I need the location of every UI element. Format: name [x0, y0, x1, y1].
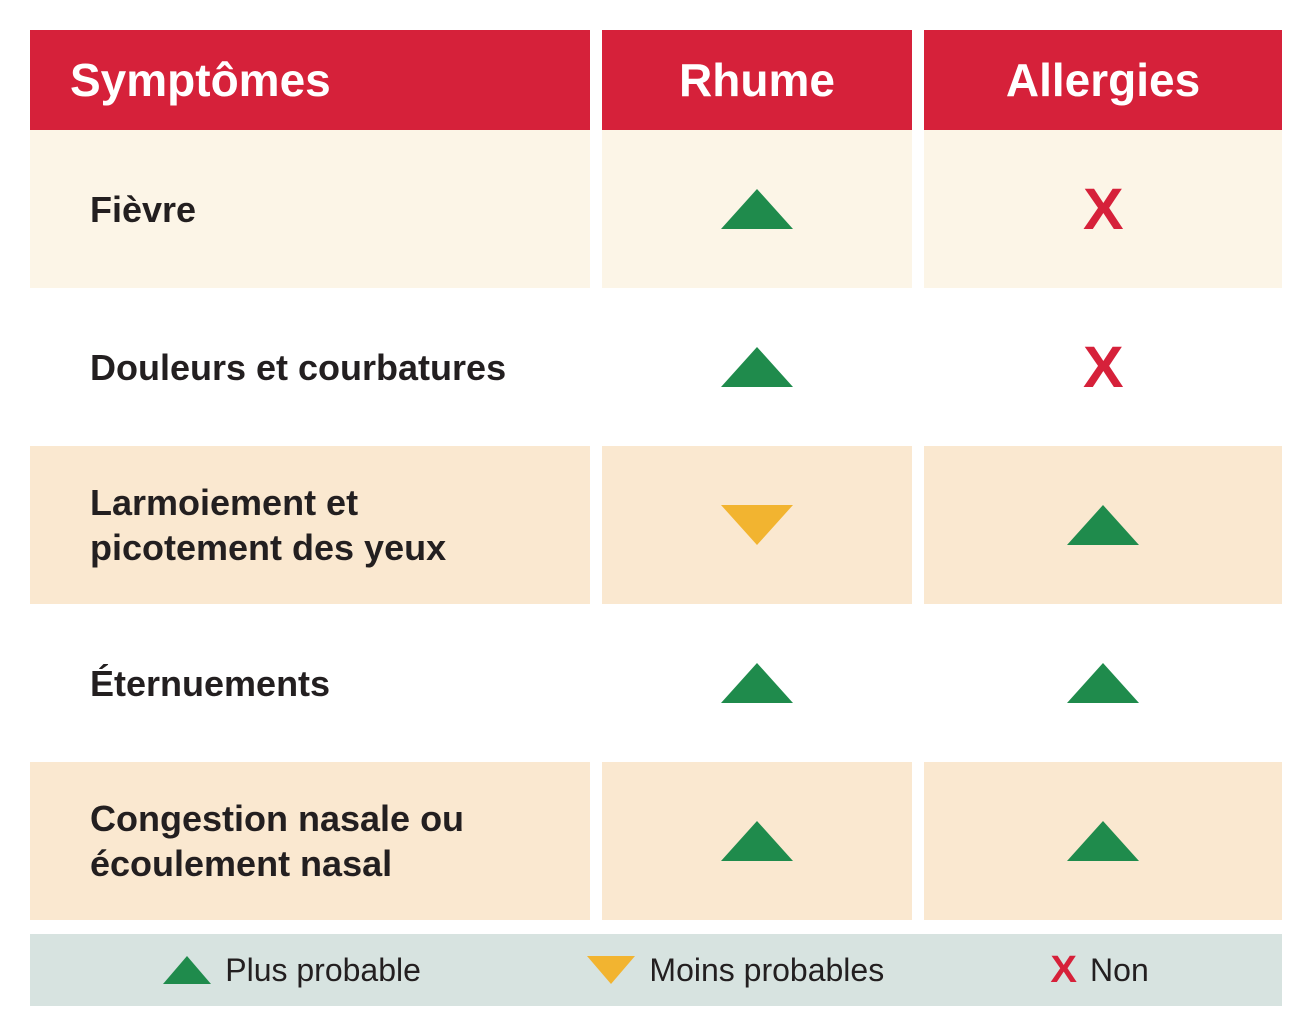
x-icon: X [1050, 949, 1077, 992]
table-row: Larmoiement et picotement des yeux [30, 446, 1282, 604]
table-row: Fièvre X [30, 130, 1282, 288]
triangle-down-icon [721, 505, 793, 545]
header-symptoms: Symptômes [30, 30, 590, 130]
legend-item-more: Plus probable [163, 952, 421, 989]
legend-more-label: Plus probable [225, 952, 421, 989]
legend-less-label: Moins probables [649, 952, 884, 989]
legend-item-no: X Non [1051, 949, 1149, 992]
header-col2-label: Allergies [1006, 53, 1200, 107]
legend-no-label: Non [1090, 952, 1149, 989]
triangle-up-icon [1067, 821, 1139, 861]
symptom-cell: Douleurs et courbatures [30, 288, 590, 446]
symptom-cell: Larmoiement et picotement des yeux [30, 446, 590, 604]
table-header-row: Symptômes Rhume Allergies [30, 30, 1282, 130]
table-row: Éternuements [30, 604, 1282, 762]
symptom-label: Douleurs et courbatures [90, 345, 506, 390]
x-icon: X [1083, 334, 1124, 401]
rhume-cell [602, 604, 912, 762]
symptom-label: Éternuements [90, 661, 330, 706]
rhume-cell [602, 130, 912, 288]
triangle-up-icon [163, 956, 211, 984]
triangle-up-icon [721, 663, 793, 703]
legend-item-less: Moins probables [587, 952, 884, 989]
triangle-up-icon [1067, 663, 1139, 703]
symptom-cell: Congestion nasale ou écoulement nasal [30, 762, 590, 920]
table-row: Douleurs et courbatures X [30, 288, 1282, 446]
symptom-label: Congestion nasale ou écoulement nasal [90, 796, 560, 886]
triangle-up-icon [721, 821, 793, 861]
allergies-cell: X [924, 288, 1282, 446]
header-symptoms-label: Symptômes [70, 53, 331, 107]
allergies-cell [924, 762, 1282, 920]
symptom-cell: Fièvre [30, 130, 590, 288]
legend: Plus probable Moins probables X Non [30, 934, 1282, 1006]
allergies-cell [924, 604, 1282, 762]
allergies-cell: X [924, 130, 1282, 288]
triangle-up-icon [1067, 505, 1139, 545]
triangle-up-icon [721, 189, 793, 229]
allergies-cell [924, 446, 1282, 604]
symptom-label: Fièvre [90, 187, 196, 232]
header-col1-label: Rhume [679, 53, 835, 107]
rhume-cell [602, 288, 912, 446]
symptom-label: Larmoiement et picotement des yeux [90, 480, 560, 570]
symptom-cell: Éternuements [30, 604, 590, 762]
rhume-cell [602, 762, 912, 920]
header-col1: Rhume [602, 30, 912, 130]
header-col2: Allergies [924, 30, 1282, 130]
triangle-down-icon [587, 956, 635, 984]
table-row: Congestion nasale ou écoulement nasal [30, 762, 1282, 920]
x-icon: X [1083, 176, 1124, 243]
triangle-up-icon [721, 347, 793, 387]
rhume-cell [602, 446, 912, 604]
symptom-comparison-table: Symptômes Rhume Allergies FièvreXDouleur… [30, 30, 1282, 920]
